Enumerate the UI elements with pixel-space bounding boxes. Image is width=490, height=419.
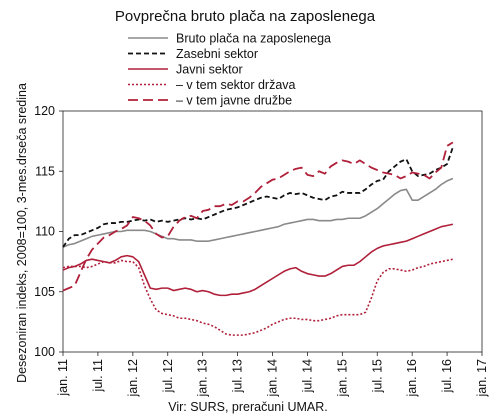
y-tick-label: 115 bbox=[35, 164, 55, 178]
x-tick-label: jul. 14 bbox=[300, 359, 314, 393]
y-tick-label: 105 bbox=[34, 285, 55, 299]
x-tick-label: jul. 12 bbox=[161, 359, 175, 393]
x-tick-label: jul. 13 bbox=[231, 359, 245, 393]
series-line-4 bbox=[62, 258, 454, 336]
legend-label-3: Javni sektor bbox=[176, 63, 243, 77]
series-line-3 bbox=[62, 223, 454, 297]
x-tick-label: jan. 13 bbox=[196, 359, 210, 398]
y-axis-title: Desezoniran indeks, 2008=100, 3-mes.drse… bbox=[15, 83, 29, 383]
y-tick-label: 110 bbox=[35, 225, 55, 239]
series-line-5 bbox=[62, 141, 454, 292]
legend-label-5: – v tem javne družbe bbox=[176, 94, 292, 108]
legend-label-4: – v tem sektor država bbox=[176, 78, 296, 92]
chart-title: Povprečna bruto plača na zaposlenega bbox=[115, 8, 376, 25]
y-tick-label: 120 bbox=[34, 104, 55, 118]
plot-frame bbox=[62, 110, 483, 353]
x-tick-label: jul. 16 bbox=[440, 359, 454, 393]
x-tick-label: jan. 11 bbox=[56, 359, 70, 397]
x-tick-label: jul. 11 bbox=[91, 359, 105, 392]
x-tick-label: jan. 12 bbox=[126, 359, 140, 398]
x-tick-label: jan. 15 bbox=[335, 359, 349, 398]
x-tick-label: jan. 17 bbox=[475, 359, 489, 398]
x-tick-label: jan. 14 bbox=[266, 359, 280, 398]
series-line-1 bbox=[62, 177, 454, 248]
source-note: Vir: SURS, preračuni UMAR. bbox=[168, 400, 328, 414]
legend-label-2: Zasebni sektor bbox=[176, 47, 258, 61]
plot-area: 100 105 110 115 120 jan. 11 jul. 11 jan. 12 jul.… bbox=[34, 104, 489, 398]
x-tick-label: jan. 16 bbox=[405, 359, 419, 398]
y-tick-label: 100 bbox=[34, 345, 55, 359]
x-tick-label: jul. 15 bbox=[370, 359, 384, 393]
legend-label-1: Bruto plača na zaposlenega bbox=[176, 32, 331, 46]
